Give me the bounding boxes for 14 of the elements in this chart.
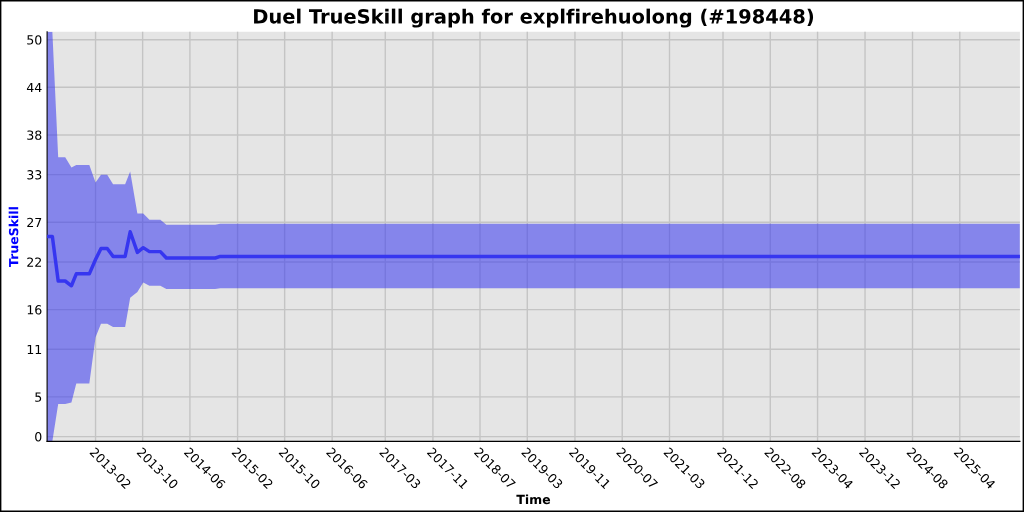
y-tick-label: 50 xyxy=(27,35,42,45)
y-axis-title: TrueSkill xyxy=(8,207,19,267)
x-axis-title: Time xyxy=(516,494,551,505)
chart-title: Duel TrueSkill graph for explfirehuolong (#198448) xyxy=(254,8,814,28)
y-tick-label: 0 xyxy=(35,432,42,442)
line-series xyxy=(47,230,1020,288)
y-tick-label: 11 xyxy=(27,344,42,355)
y-tick-label: 38 xyxy=(27,130,42,140)
y-tick-label: 44 xyxy=(26,82,42,93)
y-tick-label: 16 xyxy=(27,305,42,315)
y-tick-label: 22 xyxy=(27,257,41,267)
y-tick-label: 27 xyxy=(27,217,42,227)
y-tick-label: 5 xyxy=(35,392,42,402)
y-tick-label: 33 xyxy=(27,170,42,180)
